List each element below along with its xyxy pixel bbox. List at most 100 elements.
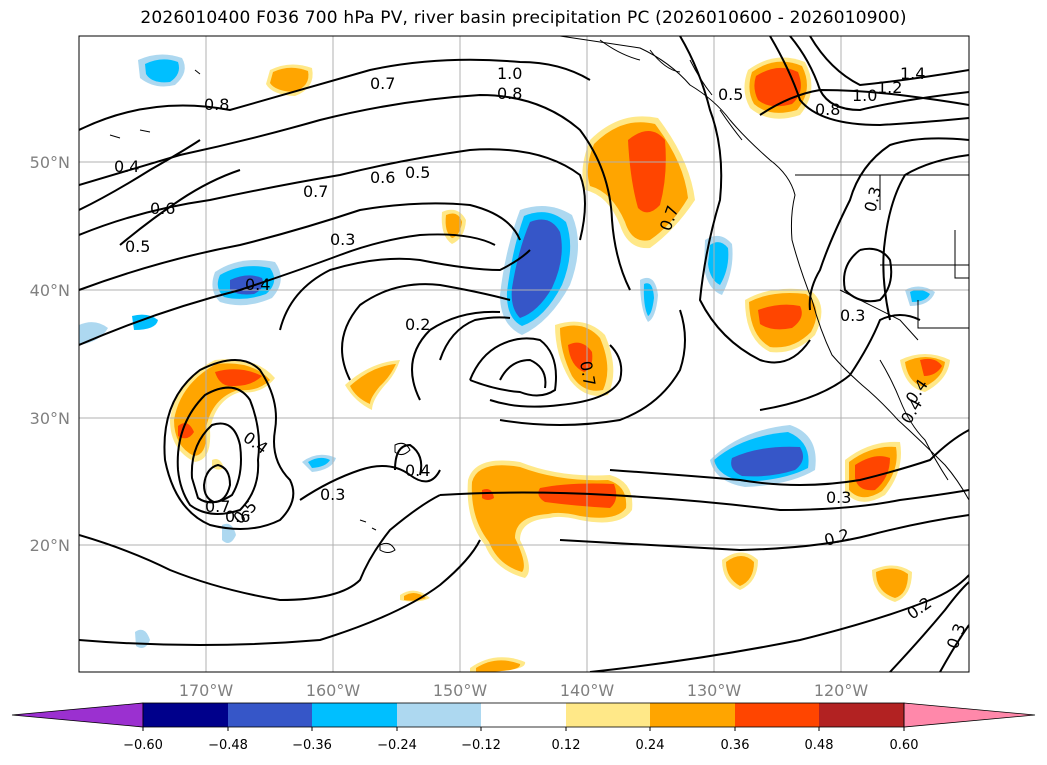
neg-region <box>222 523 236 544</box>
contour-line <box>411 310 501 401</box>
latitude-labels: 50°N 40°N 30°N 20°N <box>30 153 70 555</box>
contour-label: 0.6 <box>370 168 395 187</box>
longitude-labels: 170°W 160°W 150°W 140°W 130°W 120°W <box>179 681 869 700</box>
contour-line <box>469 337 557 397</box>
contour-label: 1.0 <box>497 64 522 83</box>
pos-region <box>270 67 309 92</box>
coastline <box>559 36 969 501</box>
contour-label: 0.2 <box>822 525 852 550</box>
neg-region <box>910 289 930 302</box>
contour-line <box>809 36 969 87</box>
pv-contours <box>79 36 969 672</box>
contour-label: 0.3 <box>320 485 345 504</box>
contour-line <box>769 36 969 127</box>
neg-region <box>135 629 150 648</box>
contour-line <box>394 443 423 476</box>
contour-line <box>79 139 241 246</box>
lon-label: 130°W <box>687 681 742 700</box>
positive-anomalies <box>170 57 950 672</box>
contour-label: 0.3 <box>861 185 886 215</box>
contour-label: 0.2 <box>903 593 935 623</box>
contour-line <box>439 316 511 361</box>
colorbar-bin <box>819 703 904 727</box>
colorbar-bin <box>650 703 735 727</box>
contour-line <box>609 429 969 486</box>
contour-line <box>299 465 441 501</box>
neg-region <box>79 322 108 345</box>
pos-region <box>758 304 802 330</box>
pos-region <box>538 483 617 508</box>
neg-region <box>511 219 562 318</box>
precip-shading <box>79 54 950 672</box>
contour-label: 0.3 <box>943 621 970 651</box>
coastlines <box>109 36 969 553</box>
contour-line <box>79 58 591 131</box>
neg-region <box>132 314 158 330</box>
pos-region <box>350 364 396 404</box>
contour-label: 0.4 <box>245 275 270 294</box>
contour-line <box>759 314 921 411</box>
contour-label: 0.8 <box>497 84 522 103</box>
colorbar-tick-label: 0.60 <box>890 738 919 753</box>
contour-line <box>341 283 511 381</box>
contour-label: 0.5 <box>718 85 743 104</box>
contour-label: 0.3 <box>330 230 355 249</box>
plot-frame <box>78 35 970 673</box>
contour-label: 0.6 <box>225 507 250 526</box>
contour-label: 1.4 <box>900 64 925 83</box>
lat-label: 40°N <box>30 281 70 300</box>
contour-line <box>499 309 686 426</box>
colorbar-bin <box>735 703 819 727</box>
colorbar-tick-label: 0.12 <box>552 738 581 753</box>
contour-label: 0.7 <box>205 497 230 516</box>
pos-region <box>445 213 462 238</box>
lat-label: 20°N <box>30 536 70 555</box>
lon-label: 140°W <box>560 681 615 700</box>
pos-region <box>920 358 942 376</box>
colorbar: −0.60 −0.48 −0.36 −0.24 −0.12 0.12 0.24 … <box>11 702 1036 753</box>
contour-label: 0.3 <box>826 488 851 507</box>
pos-region <box>628 131 666 213</box>
contour-label: 0.8 <box>204 95 229 114</box>
contour-line <box>882 154 969 321</box>
contour-line <box>79 539 481 646</box>
lon-label: 120°W <box>814 681 869 700</box>
colorbar-bin <box>566 703 650 727</box>
pos-region <box>726 556 754 586</box>
contour-line <box>163 359 295 530</box>
contour-line <box>439 489 969 512</box>
pos-region <box>174 363 270 456</box>
pos-region <box>754 67 801 107</box>
pos-region <box>476 660 521 672</box>
contour-line <box>79 494 441 602</box>
colorbar-tick-label: 0.36 <box>721 738 750 753</box>
contour-label: 1.2 <box>877 78 902 97</box>
contour-line <box>808 137 969 311</box>
neg-region <box>145 59 179 83</box>
contour-line <box>889 581 969 672</box>
contour-label: 0.2 <box>405 315 430 334</box>
contour-label: 0.5 <box>125 237 150 256</box>
colorbar-bin <box>481 703 566 727</box>
colorbar-bin <box>312 703 397 727</box>
contour-line <box>789 36 969 112</box>
contour-line <box>202 463 232 504</box>
contour-line <box>489 344 623 408</box>
contour-label: 0.4 <box>405 461 430 480</box>
colorbar-bin <box>228 703 312 727</box>
contour-label: 1.0 <box>852 86 877 105</box>
colorbar-extend-max <box>903 702 1036 728</box>
contour-line <box>176 386 260 515</box>
contour-label: 0.5 <box>405 163 430 182</box>
neg-region <box>643 283 654 316</box>
colorbar-tick-label: −0.12 <box>461 738 501 753</box>
colorbar-bin <box>397 703 481 727</box>
map-title: 2026010400 F036 700 hPa PV, river basin … <box>140 8 907 28</box>
colorbar-tick-label: 0.48 <box>805 738 834 753</box>
lat-label: 50°N <box>30 153 70 172</box>
contour-label: 0.4 <box>114 157 139 176</box>
contour-line <box>79 93 631 291</box>
colorbar-tick-label: 0.24 <box>636 738 665 753</box>
neg-region <box>308 457 330 468</box>
contour-line <box>79 202 521 291</box>
